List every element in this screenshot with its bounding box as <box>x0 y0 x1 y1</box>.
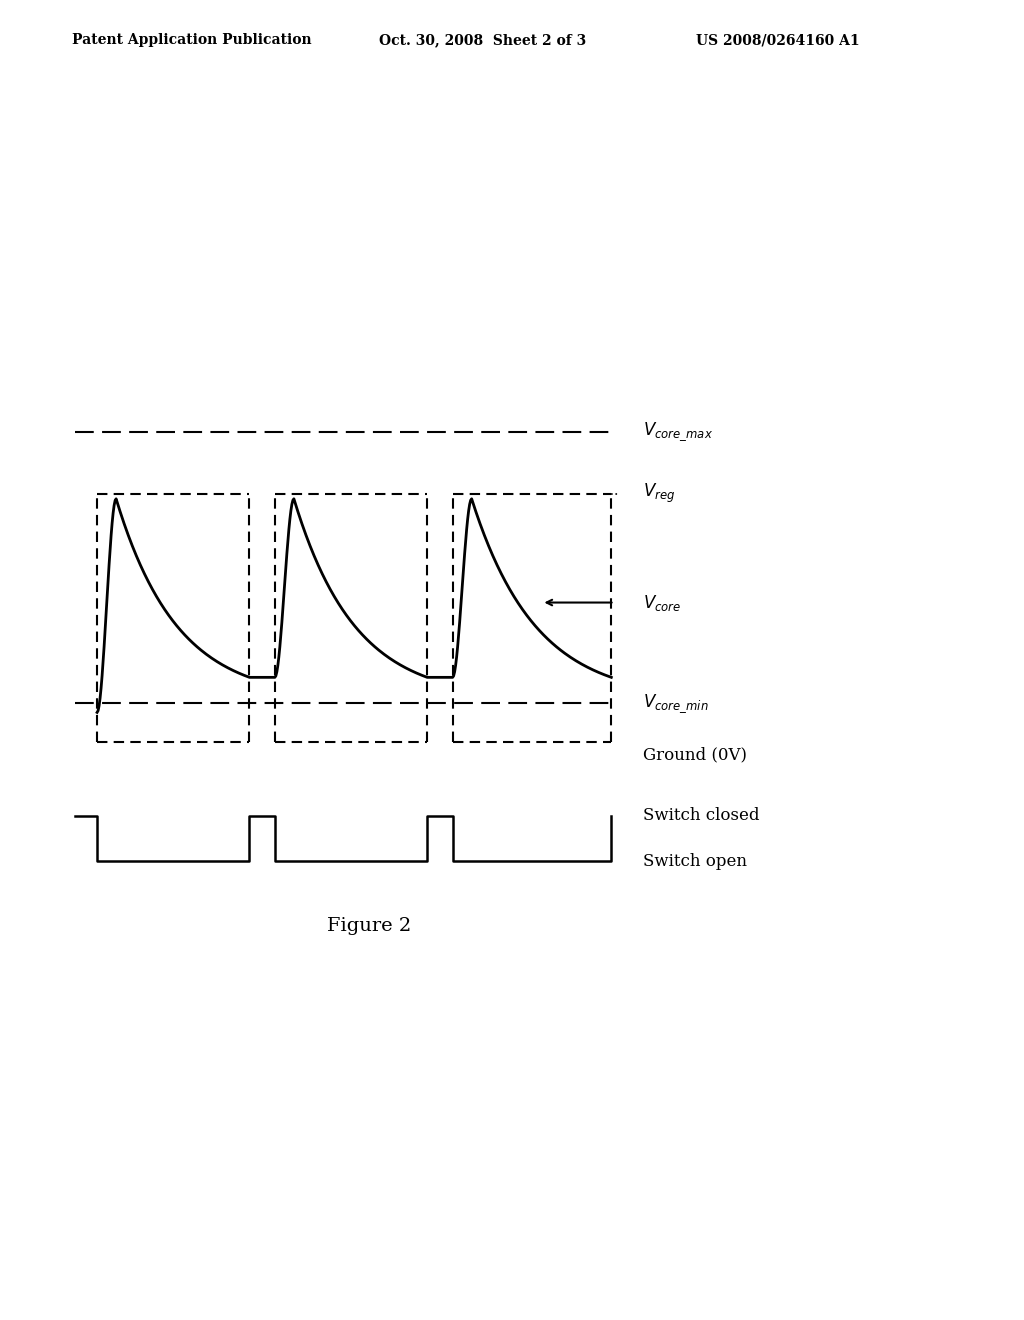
Text: Patent Application Publication: Patent Application Publication <box>72 33 311 48</box>
Text: $V_{core}$: $V_{core}$ <box>643 593 681 612</box>
Text: $V_{core\_min}$: $V_{core\_min}$ <box>643 692 709 714</box>
Text: $V_{reg}$: $V_{reg}$ <box>643 482 675 506</box>
Text: Figure 2: Figure 2 <box>327 917 411 936</box>
Text: Oct. 30, 2008  Sheet 2 of 3: Oct. 30, 2008 Sheet 2 of 3 <box>379 33 586 48</box>
Text: $V_{core\_max}$: $V_{core\_max}$ <box>643 421 713 444</box>
Text: Switch closed: Switch closed <box>643 807 760 824</box>
Text: Switch open: Switch open <box>643 853 748 870</box>
Text: US 2008/0264160 A1: US 2008/0264160 A1 <box>696 33 860 48</box>
Text: Ground (0V): Ground (0V) <box>643 746 748 763</box>
